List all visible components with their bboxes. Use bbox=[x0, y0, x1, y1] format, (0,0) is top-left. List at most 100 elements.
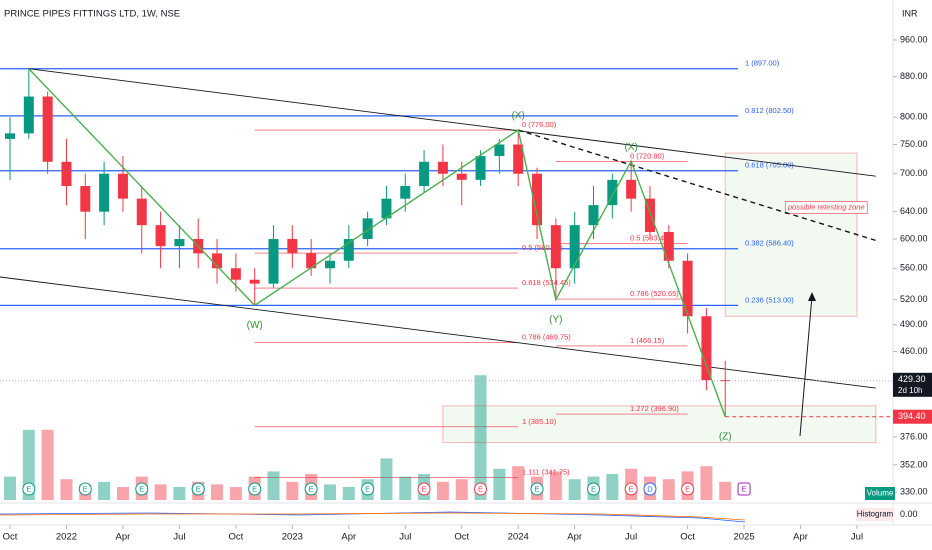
zone-label: possible retesting zone bbox=[787, 203, 865, 212]
candle-body bbox=[42, 96, 53, 162]
candle-body bbox=[5, 133, 15, 139]
volume-bar bbox=[568, 479, 581, 500]
countdown: 2d 10h bbox=[898, 386, 922, 395]
volume-bar bbox=[493, 468, 506, 500]
fib-label: 0.618 (705.00) bbox=[745, 161, 794, 170]
fib-label: 1 (385.10) bbox=[522, 417, 557, 426]
candle-body bbox=[174, 239, 185, 247]
arrow bbox=[799, 295, 813, 437]
event-label: E bbox=[139, 484, 144, 493]
volume-tag bbox=[865, 487, 895, 500]
event-badge bbox=[191, 482, 205, 496]
event-label: E bbox=[309, 484, 314, 493]
volume-bar bbox=[116, 487, 129, 500]
event-badge bbox=[530, 482, 544, 496]
chart-title: PRINCE PIPES FITTINGS LTD, 1W, NSE bbox=[4, 9, 180, 20]
volume-bar bbox=[98, 481, 111, 500]
candle-body bbox=[324, 260, 335, 269]
volume-bar bbox=[399, 476, 412, 500]
candle-body bbox=[99, 173, 110, 212]
fib-label: 0.786 (520.65) bbox=[630, 289, 679, 298]
volume-bar bbox=[267, 471, 280, 500]
trendline bbox=[0, 276, 876, 389]
candle-body bbox=[343, 239, 354, 261]
event-badge bbox=[78, 482, 92, 496]
event-label: E bbox=[26, 484, 31, 493]
x-tick-label: 2023 bbox=[282, 532, 303, 543]
wave-label: (X) bbox=[512, 111, 525, 122]
candle-body bbox=[475, 155, 486, 180]
y-tick-label: 376.00 bbox=[900, 431, 928, 441]
candle-body bbox=[212, 253, 223, 269]
candle-body bbox=[588, 205, 599, 226]
volume-bar bbox=[154, 484, 167, 500]
x-tick-label: Apr bbox=[341, 532, 356, 543]
plot-area: possible retesting zone 1 (897.00) 0.812 (… bbox=[0, 59, 893, 500]
candle-body bbox=[362, 218, 373, 240]
y-tick-label: 600.00 bbox=[900, 233, 928, 243]
volume-bar bbox=[342, 487, 355, 500]
fib-label: 1 (897.00) bbox=[745, 59, 780, 68]
x-tick-label: Oct bbox=[3, 532, 18, 543]
wave-label: (Z) bbox=[719, 431, 732, 442]
event-label: E bbox=[422, 484, 427, 493]
fib-label: 0.5 (593.48) bbox=[630, 234, 671, 243]
candle-body bbox=[400, 186, 411, 199]
fib-label: 0.786 (469.75) bbox=[522, 333, 571, 342]
event-badge bbox=[361, 482, 375, 496]
event-badge bbox=[22, 482, 36, 496]
zone bbox=[724, 152, 858, 317]
candle-body bbox=[626, 179, 637, 199]
y-tick-label: 520.00 bbox=[900, 294, 928, 304]
x-tick-label: Jul bbox=[399, 532, 411, 543]
event-badge bbox=[643, 482, 657, 496]
volume-bar bbox=[380, 458, 393, 500]
volume-bar bbox=[211, 484, 224, 500]
fib-label: 0 (776.00) bbox=[522, 120, 557, 129]
x-tick-label: Oct bbox=[228, 532, 243, 543]
zone-label-box bbox=[784, 201, 868, 214]
fib-label: 0.812 (802.50) bbox=[745, 106, 794, 115]
y-tick-label: 800.00 bbox=[900, 112, 928, 122]
volume-label: Volume bbox=[867, 489, 894, 498]
y-tick-label: 750.00 bbox=[900, 139, 928, 149]
candle-body bbox=[644, 198, 655, 233]
event-badge bbox=[474, 482, 488, 496]
fib-label: 1.272 (396.90) bbox=[630, 404, 679, 413]
candle-body bbox=[155, 225, 166, 247]
volume-bar bbox=[662, 479, 675, 500]
volume-bar bbox=[173, 487, 186, 500]
trendline bbox=[28, 68, 876, 177]
candle-body bbox=[513, 144, 524, 174]
volume-bar bbox=[549, 471, 562, 500]
histogram-tag bbox=[856, 508, 894, 521]
fib-label: 1 (466.15) bbox=[630, 336, 665, 345]
event-label: E bbox=[591, 484, 596, 493]
y-tick-label: 640.00 bbox=[900, 206, 928, 216]
fib-label: 1.111 (341.75) bbox=[522, 467, 570, 476]
x-tick-label: Oct bbox=[680, 532, 695, 543]
candle-body bbox=[61, 161, 72, 187]
low-price-label: 394.40 bbox=[898, 411, 926, 421]
event-badge bbox=[681, 482, 695, 496]
signal-line bbox=[0, 512, 746, 521]
y-tick-label: 880.00 bbox=[900, 71, 928, 81]
candle-body bbox=[550, 225, 561, 269]
event-label: E bbox=[685, 484, 690, 493]
event-label: E bbox=[365, 484, 370, 493]
histogram-value: 0.00 bbox=[900, 509, 918, 519]
last-price-label: 429.30 bbox=[898, 374, 926, 384]
event-badge bbox=[737, 482, 751, 496]
volume-bar bbox=[286, 481, 299, 500]
event-badge bbox=[417, 482, 431, 496]
y-tick-label: 330.00 bbox=[900, 487, 928, 497]
volume-bar bbox=[323, 484, 336, 500]
event-label: E bbox=[535, 484, 540, 493]
candle-body bbox=[230, 268, 241, 280]
event-label: D bbox=[647, 484, 653, 493]
histogram-label: Histogram bbox=[857, 510, 894, 519]
candle-body bbox=[136, 198, 147, 226]
candle-body bbox=[532, 173, 543, 226]
